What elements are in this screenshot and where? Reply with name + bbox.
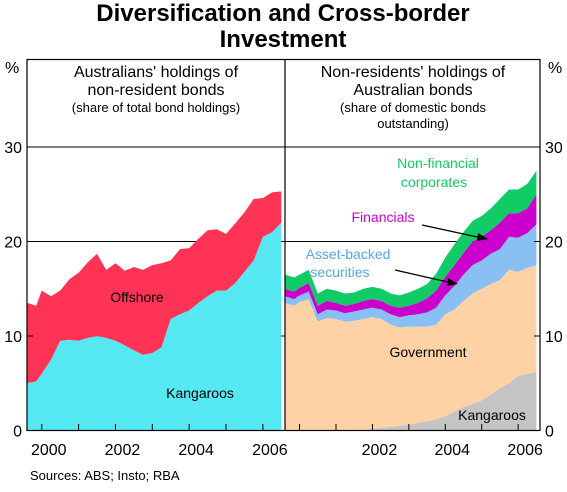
label-government: Government	[389, 344, 466, 360]
right-unit-label: %	[548, 60, 562, 77]
xtick-label-2004-right: 2004	[434, 442, 470, 459]
area-government-right	[285, 265, 537, 431]
area-offshore-left	[27, 191, 282, 384]
right-panel-areas	[285, 170, 537, 431]
ytick-label-right-30: 30	[545, 140, 563, 157]
financials-arrow	[421, 224, 483, 239]
area-kangaroos-left	[27, 222, 282, 431]
asset-backed-arrowhead	[447, 278, 458, 286]
label-non-financial-line-2: corporates	[401, 174, 467, 190]
ytick-label-left-20: 20	[4, 235, 22, 252]
axes: 0 0 10 10 20 20 30 30 2000 2002 2004 2006 2002 2004 20…	[4, 140, 563, 459]
asset-backed-arrow	[394, 269, 453, 284]
plot-frame	[26, 58, 541, 432]
source-note: Sources: ABS; Insto; RBA	[30, 468, 180, 483]
xtick-label-2004-left: 2004	[178, 442, 214, 459]
figure-title-line-1: Diversification and Cross-border	[96, 0, 469, 27]
left-panel-subtitle: (share of total bond holdings)	[72, 100, 240, 115]
label-kangaroos-left: Kangaroos	[166, 385, 234, 401]
area-financials-right	[285, 194, 537, 318]
label-asset-backed-line-1: Asset-backed	[306, 246, 391, 262]
financials-arrowhead	[477, 233, 488, 241]
xtick-label-2002-right: 2002	[362, 442, 398, 459]
label-offshore: Offshore	[110, 289, 164, 305]
figure-title-line-2: Investment	[220, 26, 347, 53]
right-panel-subtitle-line-1: (share of domestic bonds	[340, 100, 486, 115]
label-financials: Financials	[351, 209, 414, 225]
left-panel-title-line-2: non-resident bonds	[88, 82, 225, 99]
ytick-label-left-10: 10	[4, 329, 22, 346]
xtick-label-2002-left: 2002	[105, 442, 141, 459]
label-asset-backed-line-2: securities	[310, 264, 369, 280]
right-panel-title-line-1: Non-residents' holdings of	[321, 64, 506, 81]
label-kangaroos-right: Kangaroos	[458, 407, 526, 423]
area-kangaroos-right	[285, 371, 537, 431]
xtick-label-2006-right: 2006	[507, 442, 543, 459]
left-panel-title-line-1: Australians' holdings of	[74, 64, 239, 81]
area-asset-backed-securities-right	[285, 224, 537, 328]
arrows	[394, 224, 488, 286]
xtick-label-2006-left: 2006	[252, 442, 288, 459]
left-unit-label: %	[5, 60, 19, 77]
left-panel-areas	[27, 191, 282, 431]
ytick-label-left-0: 0	[13, 424, 22, 441]
right-panel-subtitle-line-2: outstanding)	[377, 116, 449, 131]
ytick-label-right-10: 10	[545, 329, 563, 346]
ytick-label-right-0: 0	[545, 424, 554, 441]
label-non-financial-line-1: Non-financial	[397, 155, 479, 171]
ytick-label-left-30: 30	[4, 140, 22, 157]
right-panel-title-line-2: Australian bonds	[353, 82, 472, 99]
xtick-label-2000-left: 2000	[31, 442, 67, 459]
ytick-label-right-20: 20	[545, 235, 563, 252]
